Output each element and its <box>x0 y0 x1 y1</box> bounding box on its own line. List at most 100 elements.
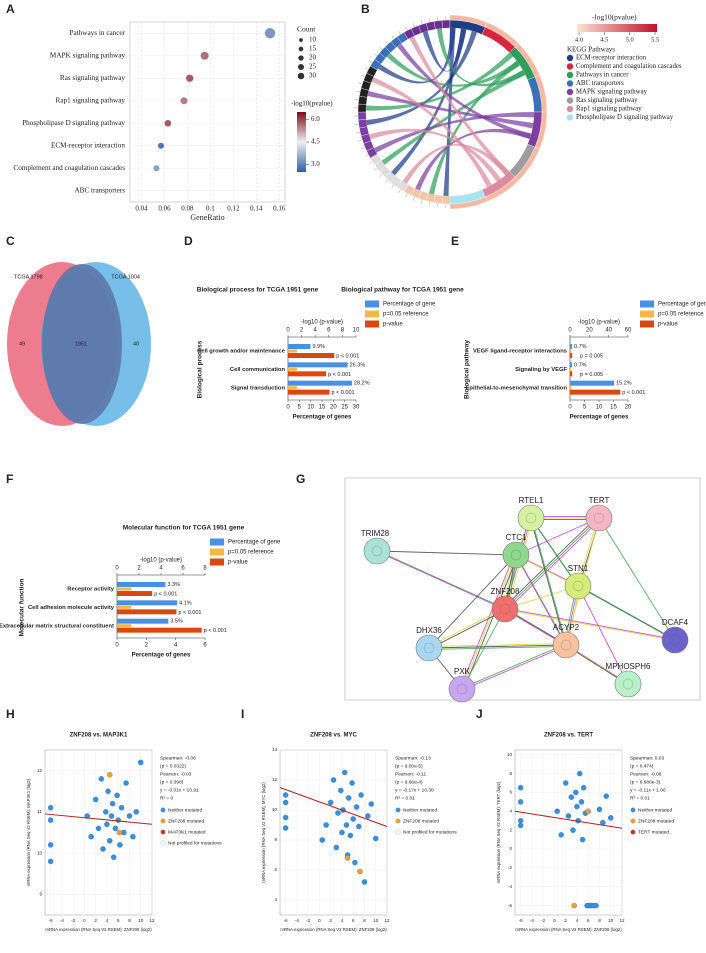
node-glyph <box>572 580 584 592</box>
p-label: p < 0.001 <box>328 372 351 378</box>
colorbar-label: 3.0 <box>311 160 320 168</box>
x-tick-label: 4 <box>106 918 109 923</box>
x-tick-label: 15 <box>610 405 617 411</box>
point <box>47 842 54 848</box>
stat-text: Spearman: 0.03 <box>630 755 664 761</box>
legend-swatch <box>566 97 574 104</box>
bar <box>117 605 132 609</box>
point <box>365 813 371 819</box>
ribbon <box>366 52 514 111</box>
legend-swatch <box>210 558 224 566</box>
point <box>571 902 577 909</box>
node-label: ACYP2 <box>553 623 580 632</box>
point <box>103 809 109 815</box>
x-tick-label: 6 <box>587 918 590 923</box>
point <box>570 827 576 833</box>
gene-tick <box>354 99 359 101</box>
stat-text: (p = 9.00e-5) <box>395 763 423 769</box>
x-tick-label: -4 <box>530 918 534 923</box>
legend-label: Phospholipase D signaling pathway <box>576 114 674 121</box>
point <box>578 799 585 805</box>
point <box>558 832 564 838</box>
point <box>123 780 129 786</box>
stat-text: (p = 6.686e-3) <box>630 779 661 785</box>
point <box>357 868 363 875</box>
panel-label: A <box>6 2 15 16</box>
x-tick-label: 12 <box>384 918 390 923</box>
legend-label: Not profiled for mutations <box>168 840 222 846</box>
legend-label: p=0.05 reference <box>658 312 704 318</box>
gene-tick <box>384 41 388 45</box>
y-tick-label: -4 <box>508 884 512 889</box>
gene-arc <box>357 103 367 113</box>
point <box>116 829 123 836</box>
data-label: 3.5% <box>170 619 183 625</box>
point <box>344 855 351 861</box>
legend-swatch <box>365 320 379 328</box>
y-tick-label: 11 <box>37 809 42 814</box>
legend-label: Percentage of gene <box>658 302 706 308</box>
stat-text: R² = 0.01 <box>630 795 650 801</box>
gene-arc <box>441 19 451 29</box>
trend-line <box>44 813 153 825</box>
gene-tick <box>437 16 439 21</box>
y-tick-label: 8 <box>509 771 512 776</box>
gene-tick <box>379 174 383 178</box>
colorbar-label: 5.5 <box>651 36 659 43</box>
legend-swatch <box>365 300 379 308</box>
legend-label: Neither mutated <box>638 807 672 813</box>
x2-tick-label: 0 <box>115 566 119 572</box>
legend-label: ZNF208 mutated <box>403 818 439 824</box>
point <box>110 854 117 861</box>
point <box>361 879 368 885</box>
gene-tick <box>420 20 423 25</box>
point <box>335 810 341 816</box>
y-tick-label: 4 <box>509 808 512 813</box>
panel-label: E <box>451 234 459 248</box>
x-tick-label: -6 <box>49 918 53 923</box>
gene-tick <box>373 53 378 57</box>
point <box>84 813 90 819</box>
x2-tick-label: 40 <box>605 328 612 334</box>
point <box>356 823 362 830</box>
gene-tick <box>437 203 439 208</box>
point <box>343 822 350 828</box>
edge <box>429 609 506 650</box>
point <box>517 817 524 824</box>
trend-line <box>279 787 388 827</box>
x-tick-label: 15 <box>319 405 326 411</box>
y-tick-label: Phospholipase D signaling pathway <box>22 119 125 127</box>
y-tick-label: 2 <box>509 827 512 832</box>
stat-text: R² = 0.01 <box>395 795 415 801</box>
point <box>577 770 583 777</box>
network: TRIM28 RTEL1 TERT CTC1 STN1 ZNF208 DCAF4 DHX36 A… <box>344 477 701 703</box>
p-label: p < 0.001 <box>336 353 359 359</box>
x-tick-label: 0.04 <box>135 205 148 213</box>
x2-tick-label: 4 <box>314 328 318 334</box>
legend-swatch <box>365 310 379 318</box>
trend-line <box>514 810 623 829</box>
edge <box>514 554 566 645</box>
legend-label: Percentage of gene <box>228 540 281 546</box>
point <box>600 819 606 826</box>
legend-swatch <box>566 80 574 87</box>
panel: Molecular function for TCGA 1951 gene -lo… <box>0 525 281 659</box>
y-tick-label: Extracellular matrix structural constitu… <box>0 623 114 629</box>
panel: ZNF208 vs. MAP3K1 -6 -4 -2 0 2 4 6 8 10 12 9 10 11 12 m… <box>26 733 222 933</box>
gene-tick <box>413 196 415 201</box>
x-tick-label: 5 <box>583 405 587 411</box>
p-label: p < 0.001 <box>178 610 201 616</box>
p-label: p < 0.001 <box>204 628 227 634</box>
y-tick-label: 9 <box>39 892 42 897</box>
x-tick-label: 8 <box>598 918 601 923</box>
point <box>115 817 121 823</box>
legend-swatch <box>566 71 574 79</box>
y-axis-label: Molecular function <box>19 579 26 637</box>
node-label: STN1 <box>568 564 589 573</box>
panel-label: C <box>6 234 15 248</box>
bar <box>117 624 132 628</box>
edge <box>427 643 565 648</box>
gene-tick <box>379 46 383 50</box>
legend-swatch <box>630 829 636 835</box>
edge <box>430 645 568 650</box>
